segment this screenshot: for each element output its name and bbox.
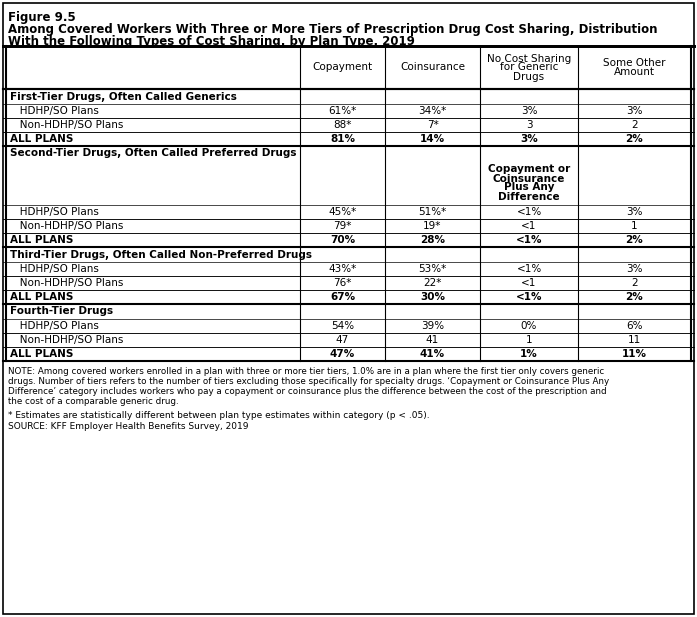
Text: 43%*: 43%* <box>328 264 357 274</box>
Text: the cost of a comparable generic drug.: the cost of a comparable generic drug. <box>8 397 178 406</box>
Text: 2%: 2% <box>626 292 643 302</box>
Text: 76*: 76* <box>333 278 352 288</box>
Text: 79*: 79* <box>333 221 352 231</box>
Text: Coinsurance: Coinsurance <box>493 173 565 183</box>
Text: 11%: 11% <box>622 349 647 359</box>
Text: Copayment or: Copayment or <box>488 165 570 175</box>
Text: ALL PLANS: ALL PLANS <box>10 349 73 359</box>
Text: 61%*: 61%* <box>328 106 357 116</box>
Text: <1%: <1% <box>516 235 542 245</box>
Text: 2: 2 <box>631 120 638 130</box>
Text: 3%: 3% <box>520 134 538 144</box>
Text: 45%*: 45%* <box>328 207 357 217</box>
Text: HDHP/SO Plans: HDHP/SO Plans <box>10 106 99 116</box>
Text: 41: 41 <box>426 335 439 345</box>
Text: * Estimates are statistically different between plan type estimates within categ: * Estimates are statistically different … <box>8 411 429 420</box>
Text: 11: 11 <box>628 335 641 345</box>
Text: 2: 2 <box>631 278 638 288</box>
Text: 54%: 54% <box>331 321 354 331</box>
Text: Difference: Difference <box>498 191 560 202</box>
Text: 3%: 3% <box>626 106 643 116</box>
Text: Plus Any: Plus Any <box>504 183 554 193</box>
Text: ALL PLANS: ALL PLANS <box>10 292 73 302</box>
Text: Difference’ category includes workers who pay a copayment or coinsurance plus th: Difference’ category includes workers wh… <box>8 387 606 396</box>
Text: 3%: 3% <box>626 264 643 274</box>
Text: Third-Tier Drugs, Often Called Non-Preferred Drugs: Third-Tier Drugs, Often Called Non-Prefe… <box>10 249 312 260</box>
Text: 3%: 3% <box>521 106 537 116</box>
Text: 3%: 3% <box>626 207 643 217</box>
Text: <1: <1 <box>521 221 537 231</box>
Text: HDHP/SO Plans: HDHP/SO Plans <box>10 321 99 331</box>
Text: for Generic: for Generic <box>500 62 558 73</box>
Text: 34%*: 34%* <box>418 106 447 116</box>
Text: 41%: 41% <box>420 349 445 359</box>
Text: <1: <1 <box>521 278 537 288</box>
Text: 1: 1 <box>526 335 533 345</box>
Text: 14%: 14% <box>420 134 445 144</box>
Text: drugs. Number of tiers refers to the number of tiers excluding those specificall: drugs. Number of tiers refers to the num… <box>8 377 609 386</box>
Text: 2%: 2% <box>626 235 643 245</box>
Text: Non-HDHP/SO Plans: Non-HDHP/SO Plans <box>10 221 123 231</box>
Text: ALL PLANS: ALL PLANS <box>10 235 73 245</box>
Text: 81%: 81% <box>330 134 355 144</box>
Text: Drugs: Drugs <box>514 72 544 81</box>
Text: Non-HDHP/SO Plans: Non-HDHP/SO Plans <box>10 278 123 288</box>
Text: 2%: 2% <box>626 134 643 144</box>
Text: 53%*: 53%* <box>418 264 447 274</box>
Text: <1%: <1% <box>516 292 542 302</box>
Text: Second-Tier Drugs, Often Called Preferred Drugs: Second-Tier Drugs, Often Called Preferre… <box>10 149 296 159</box>
Text: 1%: 1% <box>520 349 538 359</box>
Text: Coinsurance: Coinsurance <box>400 62 465 73</box>
Text: Some Other: Some Other <box>603 58 666 68</box>
Text: Figure 9.5: Figure 9.5 <box>8 11 76 24</box>
Text: HDHP/SO Plans: HDHP/SO Plans <box>10 207 99 217</box>
Text: 1: 1 <box>631 221 638 231</box>
Text: Amount: Amount <box>614 67 655 77</box>
Text: HDHP/SO Plans: HDHP/SO Plans <box>10 264 99 274</box>
Text: With the Following Types of Cost Sharing, by Plan Type, 2019: With the Following Types of Cost Sharing… <box>8 35 415 48</box>
Text: 7*: 7* <box>427 120 438 130</box>
Text: 39%: 39% <box>421 321 444 331</box>
Text: 28%: 28% <box>420 235 445 245</box>
Text: Non-HDHP/SO Plans: Non-HDHP/SO Plans <box>10 335 123 345</box>
Text: Copayment: Copayment <box>312 62 373 73</box>
Text: First-Tier Drugs, Often Called Generics: First-Tier Drugs, Often Called Generics <box>10 91 237 102</box>
Text: 6%: 6% <box>626 321 643 331</box>
Text: SOURCE: KFF Employer Health Benefits Survey, 2019: SOURCE: KFF Employer Health Benefits Sur… <box>8 422 249 431</box>
Text: 0%: 0% <box>521 321 537 331</box>
Text: 22*: 22* <box>423 278 442 288</box>
Text: 67%: 67% <box>330 292 355 302</box>
Text: Among Covered Workers With Three or More Tiers of Prescription Drug Cost Sharing: Among Covered Workers With Three or More… <box>8 23 657 36</box>
Text: 88*: 88* <box>333 120 352 130</box>
Text: 70%: 70% <box>330 235 355 245</box>
Text: No Cost Sharing: No Cost Sharing <box>487 54 571 64</box>
Text: ALL PLANS: ALL PLANS <box>10 134 73 144</box>
Text: <1%: <1% <box>516 207 542 217</box>
Text: 3: 3 <box>526 120 533 130</box>
Text: Non-HDHP/SO Plans: Non-HDHP/SO Plans <box>10 120 123 130</box>
Text: Fourth-Tier Drugs: Fourth-Tier Drugs <box>10 307 113 317</box>
Text: 30%: 30% <box>420 292 445 302</box>
Text: <1%: <1% <box>516 264 542 274</box>
Text: 51%*: 51%* <box>418 207 447 217</box>
Text: 47%: 47% <box>330 349 355 359</box>
Text: 47: 47 <box>336 335 349 345</box>
Text: 19*: 19* <box>423 221 442 231</box>
Text: NOTE: Among covered workers enrolled in a plan with three or more tier tiers, 1.: NOTE: Among covered workers enrolled in … <box>8 367 604 376</box>
